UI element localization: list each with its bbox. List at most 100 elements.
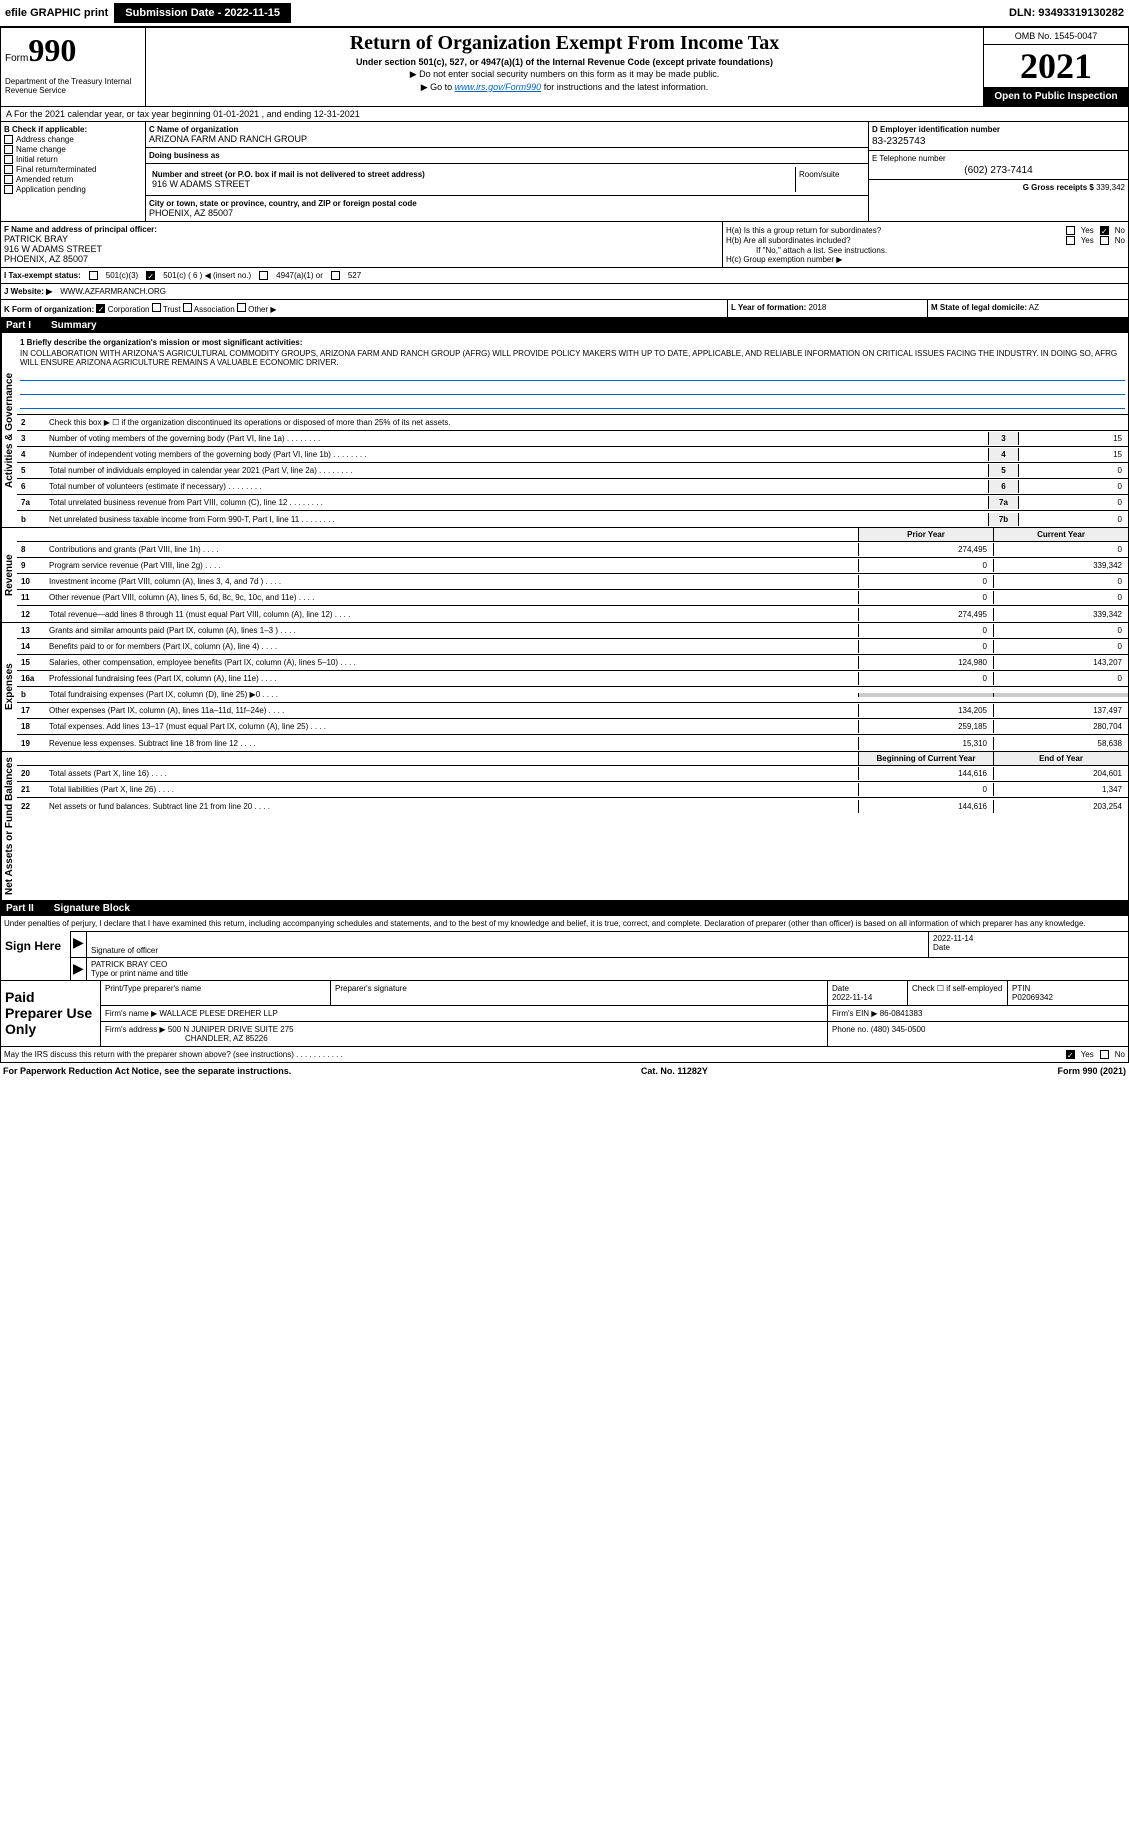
main-title: Return of Organization Exempt From Incom…: [156, 32, 973, 55]
checkbox-checked-icon[interactable]: ✓: [1100, 226, 1109, 235]
no-label: No: [1115, 226, 1125, 235]
mission-block: 1 Briefly describe the organization's mi…: [17, 333, 1128, 415]
checkbox-checked-icon[interactable]: ✓: [146, 271, 155, 280]
hb-row: H(b) Are all subordinates included? Yes …: [726, 236, 1125, 245]
checkbox-icon: [4, 185, 13, 194]
year-header: Prior Year Current Year: [17, 528, 1128, 542]
chk-initial-return[interactable]: Initial return: [4, 155, 142, 164]
discuss-row: May the IRS discuss this return with the…: [0, 1047, 1129, 1063]
checkbox-icon[interactable]: [1100, 236, 1109, 245]
end-year-header: End of Year: [993, 752, 1128, 765]
data-line: 18 Total expenses. Add lines 13–17 (must…: [17, 719, 1128, 735]
checkbox-icon[interactable]: [1100, 1050, 1109, 1059]
net-assets-section: Net Assets or Fund Balances Beginning of…: [0, 752, 1129, 901]
data-line: 19 Revenue less expenses. Subtract line …: [17, 735, 1128, 751]
curr-val: 0: [993, 624, 1128, 637]
line-text: Net unrelated business taxable income fr…: [45, 513, 988, 526]
opt-501c3: 501(c)(3): [106, 271, 138, 280]
form-org-label: K Form of organization:: [4, 305, 94, 314]
checkbox-checked-icon[interactable]: ✓: [96, 304, 105, 313]
line-text: Total fundraising expenses (Part IX, col…: [45, 688, 858, 701]
ptin-val: P02069342: [1012, 993, 1053, 1002]
checkbox-icon[interactable]: [237, 303, 246, 312]
line-box: 7a: [988, 496, 1018, 509]
website-val: WWW.AZFARMRANCH.ORG: [60, 287, 166, 296]
prep-name-header: Print/Type preparer's name: [101, 981, 331, 1005]
form-header: Form990 Department of the Treasury Inter…: [0, 27, 1129, 107]
prior-val: 274,495: [858, 543, 993, 556]
curr-val: 137,497: [993, 704, 1128, 717]
addr-label: Firm's address ▶: [105, 1025, 166, 1034]
officer-addr1: 916 W ADAMS STREET: [4, 244, 719, 254]
gov-line: 5 Total number of individuals employed i…: [17, 463, 1128, 479]
firm-name-cell: Firm's name ▶ WALLACE PLESE DREHER LLP: [101, 1006, 828, 1021]
top-bar: efile GRAPHIC print Submission Date - 20…: [0, 0, 1129, 27]
note-link: ▶ Go to www.irs.gov/Form990 for instruct…: [156, 82, 973, 93]
curr-val: 204,601: [993, 767, 1128, 780]
checkbox-icon[interactable]: [183, 303, 192, 312]
data-line: 20 Total assets (Part X, line 16) . . . …: [17, 766, 1128, 782]
part1-header: Part I Summary: [0, 318, 1129, 333]
ein-val: 83-2325743: [872, 136, 1125, 147]
line-text: Number of independent voting members of …: [45, 448, 988, 461]
chk-application-pending[interactable]: Application pending: [4, 185, 142, 194]
curr-val: 280,704: [993, 720, 1128, 733]
submission-date-button[interactable]: Submission Date - 2022-11-15: [114, 3, 291, 23]
header-right: OMB No. 1545-0047 2021 Open to Public In…: [983, 28, 1128, 106]
gov-line: 2 Check this box ▶ ☐ if the organization…: [17, 415, 1128, 431]
header-center: Return of Organization Exempt From Incom…: [146, 28, 983, 106]
domicile-label: M State of legal domicile:: [931, 303, 1027, 312]
line-text: Net assets or fund balances. Subtract li…: [45, 800, 858, 813]
prior-val: 134,205: [858, 704, 993, 717]
checkbox-icon[interactable]: [331, 271, 340, 280]
tax-status-label: I Tax-exempt status:: [4, 271, 81, 280]
line-num: 18: [17, 720, 45, 733]
governance-section: Activities & Governance 1 Briefly descri…: [0, 333, 1129, 528]
chk-address-change[interactable]: Address change: [4, 135, 142, 144]
line-num: 2: [17, 416, 45, 429]
chk-name-change[interactable]: Name change: [4, 145, 142, 154]
curr-val: 0: [993, 575, 1128, 588]
net-side-label: Net Assets or Fund Balances: [1, 752, 17, 900]
checkbox-icon[interactable]: [259, 271, 268, 280]
gov-line: 4 Number of independent voting members o…: [17, 447, 1128, 463]
checkbox-icon: [4, 165, 13, 174]
line-text: Revenue less expenses. Subtract line 18 …: [45, 737, 858, 750]
chk-final-return[interactable]: Final return/terminated: [4, 165, 142, 174]
checkbox-checked-icon[interactable]: ✓: [1066, 1050, 1075, 1059]
chk-label: Name change: [16, 145, 66, 154]
chk-amended[interactable]: Amended return: [4, 175, 142, 184]
line-val: 0: [1018, 464, 1128, 477]
firm-phone-cell: Phone no. (480) 345-0500: [828, 1022, 1128, 1046]
sig-officer-cell: Signature of officer: [86, 932, 928, 957]
line-num: 5: [17, 464, 45, 477]
opt-corp: Corporation: [108, 305, 150, 314]
prior-val: 0: [858, 783, 993, 796]
checkbox-icon[interactable]: [1066, 226, 1075, 235]
data-line: 16a Professional fundraising fees (Part …: [17, 671, 1128, 687]
line-box: 3: [988, 432, 1018, 445]
net-year-header: Beginning of Current Year End of Year: [17, 752, 1128, 766]
dln-label: DLN: 93493319130282: [1009, 7, 1124, 19]
line-num: 11: [17, 591, 45, 604]
curr-val: 339,342: [993, 608, 1128, 621]
discuss-yn: ✓Yes No: [1066, 1050, 1125, 1059]
prior-val: [858, 693, 993, 697]
city-label: City or town, state or province, country…: [149, 199, 865, 208]
section-g: G Gross receipts $ 339,342: [869, 180, 1128, 195]
current-year-header: Current Year: [993, 528, 1128, 541]
checkbox-icon[interactable]: [1066, 236, 1075, 245]
checkbox-icon[interactable]: [89, 271, 98, 280]
opt-527: 527: [348, 271, 361, 280]
curr-val: [993, 693, 1128, 697]
ha-yn: Yes ✓No: [1066, 226, 1125, 235]
section-j: J Website: ▶ WWW.AZFARMRANCH.ORG: [0, 284, 1129, 300]
part2-num: Part II: [6, 903, 34, 914]
checkbox-icon[interactable]: [152, 303, 161, 312]
curr-val: 0: [993, 640, 1128, 653]
curr-val: 0: [993, 672, 1128, 685]
irs-link[interactable]: www.irs.gov/Form990: [455, 82, 542, 92]
line-text: Contributions and grants (Part VIII, lin…: [45, 543, 858, 556]
hb-yn: Yes No: [1066, 236, 1125, 245]
prior-val: 0: [858, 672, 993, 685]
